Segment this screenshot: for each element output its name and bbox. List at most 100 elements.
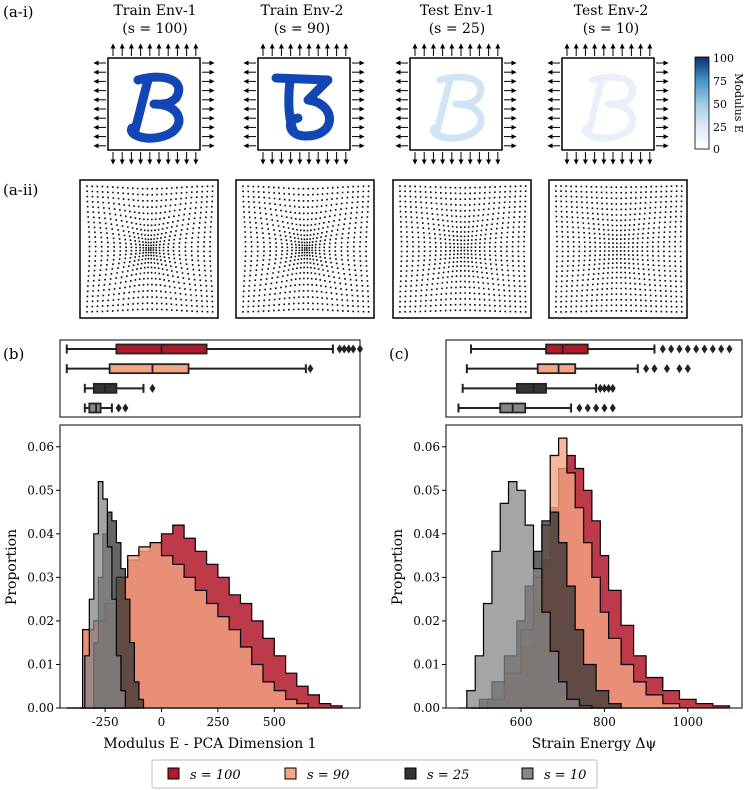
outlier-point (609, 383, 616, 393)
legend-swatch (284, 767, 297, 780)
x-tick-label: 0 (158, 715, 166, 729)
y-tick-label: 0.03 (27, 570, 54, 584)
y-tick-label: 0.04 (413, 527, 440, 541)
outlier-point (601, 403, 608, 413)
mesh-panel-4 (548, 179, 688, 319)
mesh-panel-2 (235, 179, 375, 319)
legend-swatch (404, 767, 417, 780)
hist-series-s10 (80, 481, 126, 709)
xlabel-c: Strain Energy Δψ (532, 736, 657, 752)
outlier-point (149, 383, 156, 393)
ylabel-b: Proportion (4, 529, 20, 605)
y-tick-label: 0.06 (27, 440, 54, 454)
legend-items: s = 100 s = 90 s = 25 s = 10 (167, 767, 586, 783)
legend-item-1: s = 100 (167, 767, 241, 783)
outlier-point (643, 364, 650, 374)
x-tick-label: 600 (510, 715, 533, 729)
mesh-frame (392, 179, 532, 319)
legend-label: s = 100 (190, 768, 241, 783)
histogram-b (66, 481, 343, 709)
outlier-point (345, 344, 352, 354)
mesh-frame (548, 179, 688, 319)
mesh-dots (555, 185, 683, 313)
boxplot-s100 (470, 343, 733, 355)
letter-b-shape (581, 73, 637, 142)
box (108, 363, 190, 375)
legend-frame (151, 759, 598, 789)
y-tick-label: 0.00 (413, 701, 440, 715)
colorbar-gradient (694, 56, 710, 150)
env-title-1: Train Env-1 (113, 3, 196, 19)
legend: s = 100 s = 90 s = 25 s = 10 (151, 759, 598, 789)
y-tick-label: 0.05 (27, 483, 54, 497)
outlier-point (336, 344, 343, 354)
x-tick-label: 1000 (673, 715, 704, 729)
outlier-point (597, 383, 604, 393)
env-panel-2 (243, 43, 365, 165)
legend-item-2: s = 90 (284, 767, 349, 783)
outlier-point (651, 364, 658, 374)
mesh-panel-1 (79, 179, 219, 319)
xlabel-b: Modulus E - PCA Dimension 1 (103, 736, 316, 752)
legend-label: s = 10 (544, 768, 586, 783)
boxplot-frame-c (445, 339, 743, 418)
outlier-point (357, 344, 363, 354)
outlier-point (115, 403, 122, 413)
colorbar-tick-0: 0 (713, 143, 720, 156)
legend-item-4: s = 10 (521, 767, 586, 783)
y-tick-label: 0.01 (27, 657, 54, 671)
box (88, 402, 102, 414)
outlier-point (584, 403, 591, 413)
env-titles: Train Env-1 (s = 100) Train Env-2 (s = 9… (113, 3, 648, 37)
y-tick-label: 0.04 (27, 527, 54, 541)
panel-label-b: (b) (3, 345, 24, 363)
boxplot-c (457, 343, 733, 414)
colorbar-tick-100: 100 (713, 52, 734, 65)
x-tick-label: 800 (593, 715, 616, 729)
env-panel-4 (547, 43, 669, 165)
box (536, 363, 577, 375)
env-panel-3 (395, 43, 517, 165)
outlier-point (341, 344, 348, 354)
panel-label-a-ii: (a-ii) (3, 181, 38, 199)
box (545, 343, 589, 355)
outlier-point (663, 364, 670, 374)
axes-b: 0.00 0.01 0.02 0.03 0.04 0.05 0.06 -250 0 250 500 (27, 440, 285, 729)
outlier-point (684, 344, 691, 354)
x-tick-label: -250 (92, 715, 119, 729)
outlier-point (609, 403, 616, 413)
boxplot-s25 (83, 382, 156, 394)
colorbar-tick-75: 75 (713, 75, 727, 88)
outlier-point (122, 403, 129, 413)
boxplot-s25 (461, 382, 616, 394)
outlier-point (709, 344, 716, 354)
x-tick-label: 500 (263, 715, 286, 729)
legend-label: s = 90 (307, 768, 349, 783)
legend-item-3: s = 25 (404, 767, 469, 783)
env-sublabel-3: (s = 25) (429, 21, 486, 37)
letter-b-shape (271, 73, 334, 141)
legend-swatch (521, 767, 534, 780)
mesh-dots (399, 185, 527, 313)
y-tick-label: 0.02 (413, 614, 440, 628)
mesh-dots (242, 185, 370, 313)
boxplot-s90 (65, 363, 314, 375)
env-sublabel-4: (s = 10) (583, 21, 640, 37)
colorbar-label: Modulus E (732, 73, 745, 133)
hist-series-s10 (458, 481, 593, 709)
outlier-point (718, 344, 725, 354)
letter-b-shape (126, 72, 184, 143)
outlier-point (307, 364, 314, 374)
legend-label: s = 25 (427, 768, 469, 783)
panel-label-c: (c) (389, 345, 409, 363)
chart-b: 0.000.010.020.030.040.050.06-250 0 250 500 … (4, 339, 363, 752)
boxplot-s100 (65, 343, 363, 355)
outlier-point (676, 344, 683, 354)
env-sublabel-2: (s = 90) (274, 21, 331, 37)
y-tick-label: 0.05 (413, 483, 440, 497)
panel-label-a-i: (a-i) (3, 3, 34, 21)
env-modulus-row (93, 43, 669, 165)
x-tick-label: 250 (206, 715, 229, 729)
y-tick-label: 0.01 (413, 657, 440, 671)
outlier-point (576, 403, 583, 413)
